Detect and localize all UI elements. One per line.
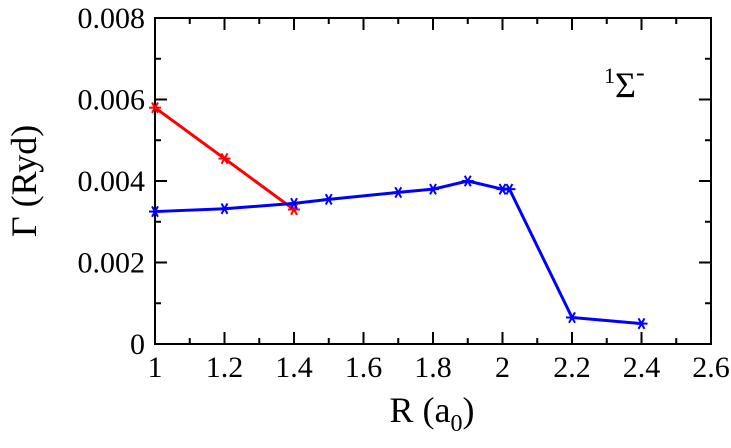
x-axis-title: R (a0): [390, 390, 475, 437]
x-tick-label: 2.4: [623, 351, 661, 384]
y-tick-label: 0: [130, 328, 145, 361]
data-point: [635, 317, 648, 330]
data-point: [392, 186, 405, 199]
x-tick-label: 2.2: [553, 351, 591, 384]
data-point: [218, 152, 231, 165]
x-tick-label: 2.6: [692, 351, 730, 384]
data-point: [149, 101, 161, 114]
y-tick-label: 0.002: [78, 247, 146, 280]
x-axis-ticks: 1 1.2 1.4 1.6 1.8 2 2.2 2.4 2.6: [148, 18, 730, 384]
data-point: [427, 183, 439, 195]
data-point: [149, 205, 161, 218]
annotation-label: 1Σ-: [604, 58, 645, 105]
series-layer: [149, 101, 648, 330]
y-tick-label: 0.006: [78, 84, 146, 117]
x-tick-label: 1.4: [275, 351, 313, 384]
data-point: [566, 311, 578, 324]
data-point: [322, 193, 335, 206]
y-axis-title: Γ (Ryd): [4, 125, 44, 237]
series-line: [154, 179, 642, 326]
x-tick-label: 1: [148, 351, 163, 384]
data-point: [461, 175, 474, 187]
data-point: [218, 203, 231, 215]
x-tick-label: 1.6: [345, 351, 383, 384]
y-tick-label: 0.004: [78, 165, 146, 198]
x-tick-label: 2: [495, 351, 510, 384]
x-tick-label: 1.8: [414, 351, 452, 384]
data-point: [288, 197, 300, 210]
data-point: [503, 183, 516, 195]
y-tick-label: 0.008: [78, 2, 146, 35]
x-tick-label: 1.2: [206, 351, 244, 384]
y-axis-ticks: 0 0.002 0.004 0.006 0.008: [78, 2, 711, 361]
